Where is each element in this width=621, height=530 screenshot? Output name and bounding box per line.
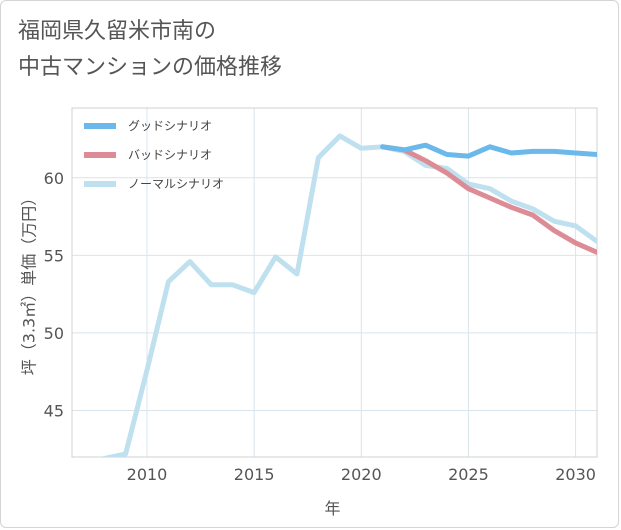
x-tick-label: 2020 bbox=[341, 465, 382, 484]
x-axis-label: 年 bbox=[324, 499, 340, 518]
x-tick-label: 2025 bbox=[448, 465, 489, 484]
series-line-2 bbox=[99, 133, 597, 457]
chart-title-line-1: 福岡県久留米市南の bbox=[18, 19, 217, 44]
series-lines bbox=[99, 133, 597, 457]
x-tick-label: 2015 bbox=[234, 465, 275, 484]
y-tick-label: 45 bbox=[44, 401, 64, 420]
y-tick-label: 60 bbox=[44, 169, 64, 188]
y-tick-label: 50 bbox=[44, 324, 64, 343]
plot-area bbox=[71, 107, 598, 458]
legend-label-0: グッドシナリオ bbox=[128, 119, 212, 133]
x-tick-label: 2010 bbox=[127, 465, 168, 484]
y-axis-label: 坪（3.3㎡）単価（万円） bbox=[20, 190, 39, 375]
legend-label-1: バッドシナリオ bbox=[128, 148, 212, 162]
y-tick-labels: 45 50 55 60 bbox=[44, 169, 64, 421]
grid bbox=[72, 108, 597, 457]
series-line-1 bbox=[380, 144, 597, 255]
x-tick-labels: 2010 2015 2020 2025 2030 bbox=[127, 465, 596, 484]
y-tick-label: 55 bbox=[44, 246, 64, 265]
series-line-0 bbox=[380, 142, 597, 159]
x-tick-label: 2030 bbox=[555, 465, 596, 484]
chart-title: 福岡県久留米市南の 中古マンションの価格推移 bbox=[18, 14, 282, 86]
chart-title-line-2: 中古マンションの価格推移 bbox=[18, 55, 283, 80]
legend-label-2: ノーマルシナリオ bbox=[128, 177, 224, 191]
